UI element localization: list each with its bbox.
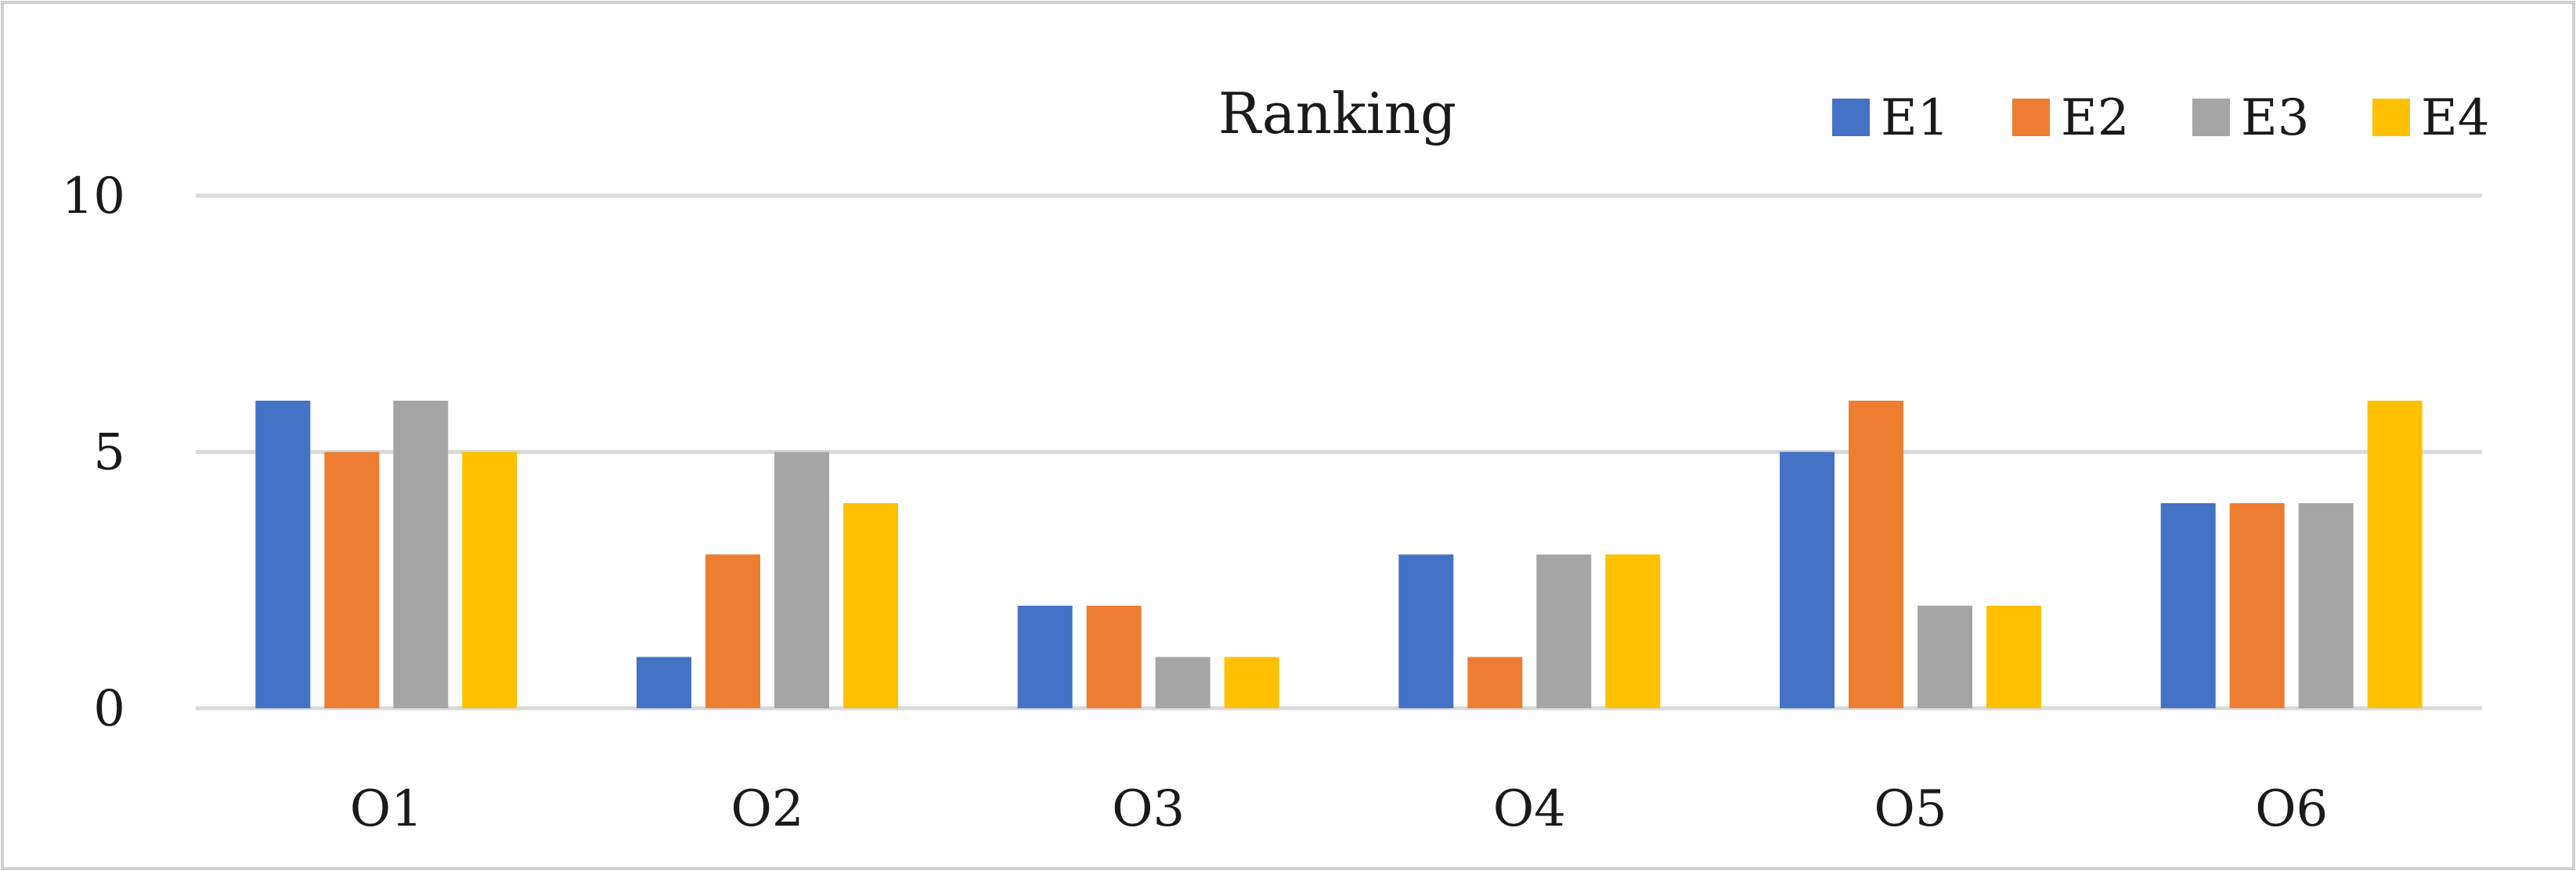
x-category-label-O6: O6 bbox=[2255, 780, 2328, 838]
legend-swatch-E1 bbox=[1832, 99, 1870, 136]
bar-O4-E1 bbox=[1398, 554, 1454, 708]
bar-O5-E4 bbox=[1986, 606, 2041, 708]
bar-O5-E2 bbox=[1849, 401, 1903, 708]
legend: E1 E2 E3 E4 bbox=[1832, 89, 2489, 147]
bar-O3-E1 bbox=[1017, 606, 1073, 708]
x-category-label-O4: O4 bbox=[1493, 780, 1566, 838]
chart-title: Ranking bbox=[1218, 81, 1456, 146]
x-category-label-O2: O2 bbox=[731, 780, 803, 838]
y-tick-label-0: 0 bbox=[93, 680, 125, 738]
gridlines bbox=[196, 193, 2482, 711]
bar-O6-E1 bbox=[2160, 503, 2216, 708]
bar-O2-E2 bbox=[705, 554, 760, 708]
bar-O5-E3 bbox=[1918, 606, 1972, 708]
legend-swatch-E4 bbox=[2372, 99, 2410, 136]
y-tick-label-10: 10 bbox=[62, 167, 125, 225]
bar-O1-E2 bbox=[324, 452, 380, 708]
legend-label-E4: E4 bbox=[2421, 89, 2489, 147]
bar-O1-E3 bbox=[393, 401, 449, 708]
x-category-label-O5: O5 bbox=[1874, 780, 1946, 838]
bar-O2-E1 bbox=[637, 657, 691, 708]
bar-O2-E3 bbox=[774, 452, 829, 708]
legend-swatch-E3 bbox=[2192, 99, 2230, 136]
bar-O3-E4 bbox=[1224, 657, 1279, 708]
x-axis-categories: O1 O2 O3 O4 O5 O6 bbox=[350, 780, 2329, 838]
bar-O4-E3 bbox=[1536, 554, 1592, 708]
bar-O1-E1 bbox=[255, 401, 311, 708]
bar-O4-E2 bbox=[1467, 657, 1523, 708]
y-axis-ticks: 0 5 10 bbox=[62, 167, 125, 738]
bar-O4-E4 bbox=[1605, 554, 1661, 708]
bar-O6-E4 bbox=[2367, 401, 2423, 708]
bar-O6-E2 bbox=[2229, 503, 2285, 708]
bars bbox=[255, 401, 2423, 708]
bar-O5-E1 bbox=[1780, 452, 1835, 708]
x-category-label-O1: O1 bbox=[350, 780, 423, 838]
x-category-label-O3: O3 bbox=[1112, 780, 1185, 838]
bar-O2-E4 bbox=[843, 503, 898, 708]
y-tick-label-5: 5 bbox=[93, 424, 125, 482]
legend-swatch-E2 bbox=[2012, 99, 2050, 136]
bar-O1-E4 bbox=[462, 452, 518, 708]
bar-O6-E3 bbox=[2298, 503, 2354, 708]
legend-label-E3: E3 bbox=[2241, 89, 2309, 147]
legend-label-E1: E1 bbox=[1881, 89, 1949, 147]
bar-O3-E2 bbox=[1086, 606, 1142, 708]
legend-label-E2: E2 bbox=[2061, 89, 2129, 147]
bar-O3-E3 bbox=[1155, 657, 1210, 708]
